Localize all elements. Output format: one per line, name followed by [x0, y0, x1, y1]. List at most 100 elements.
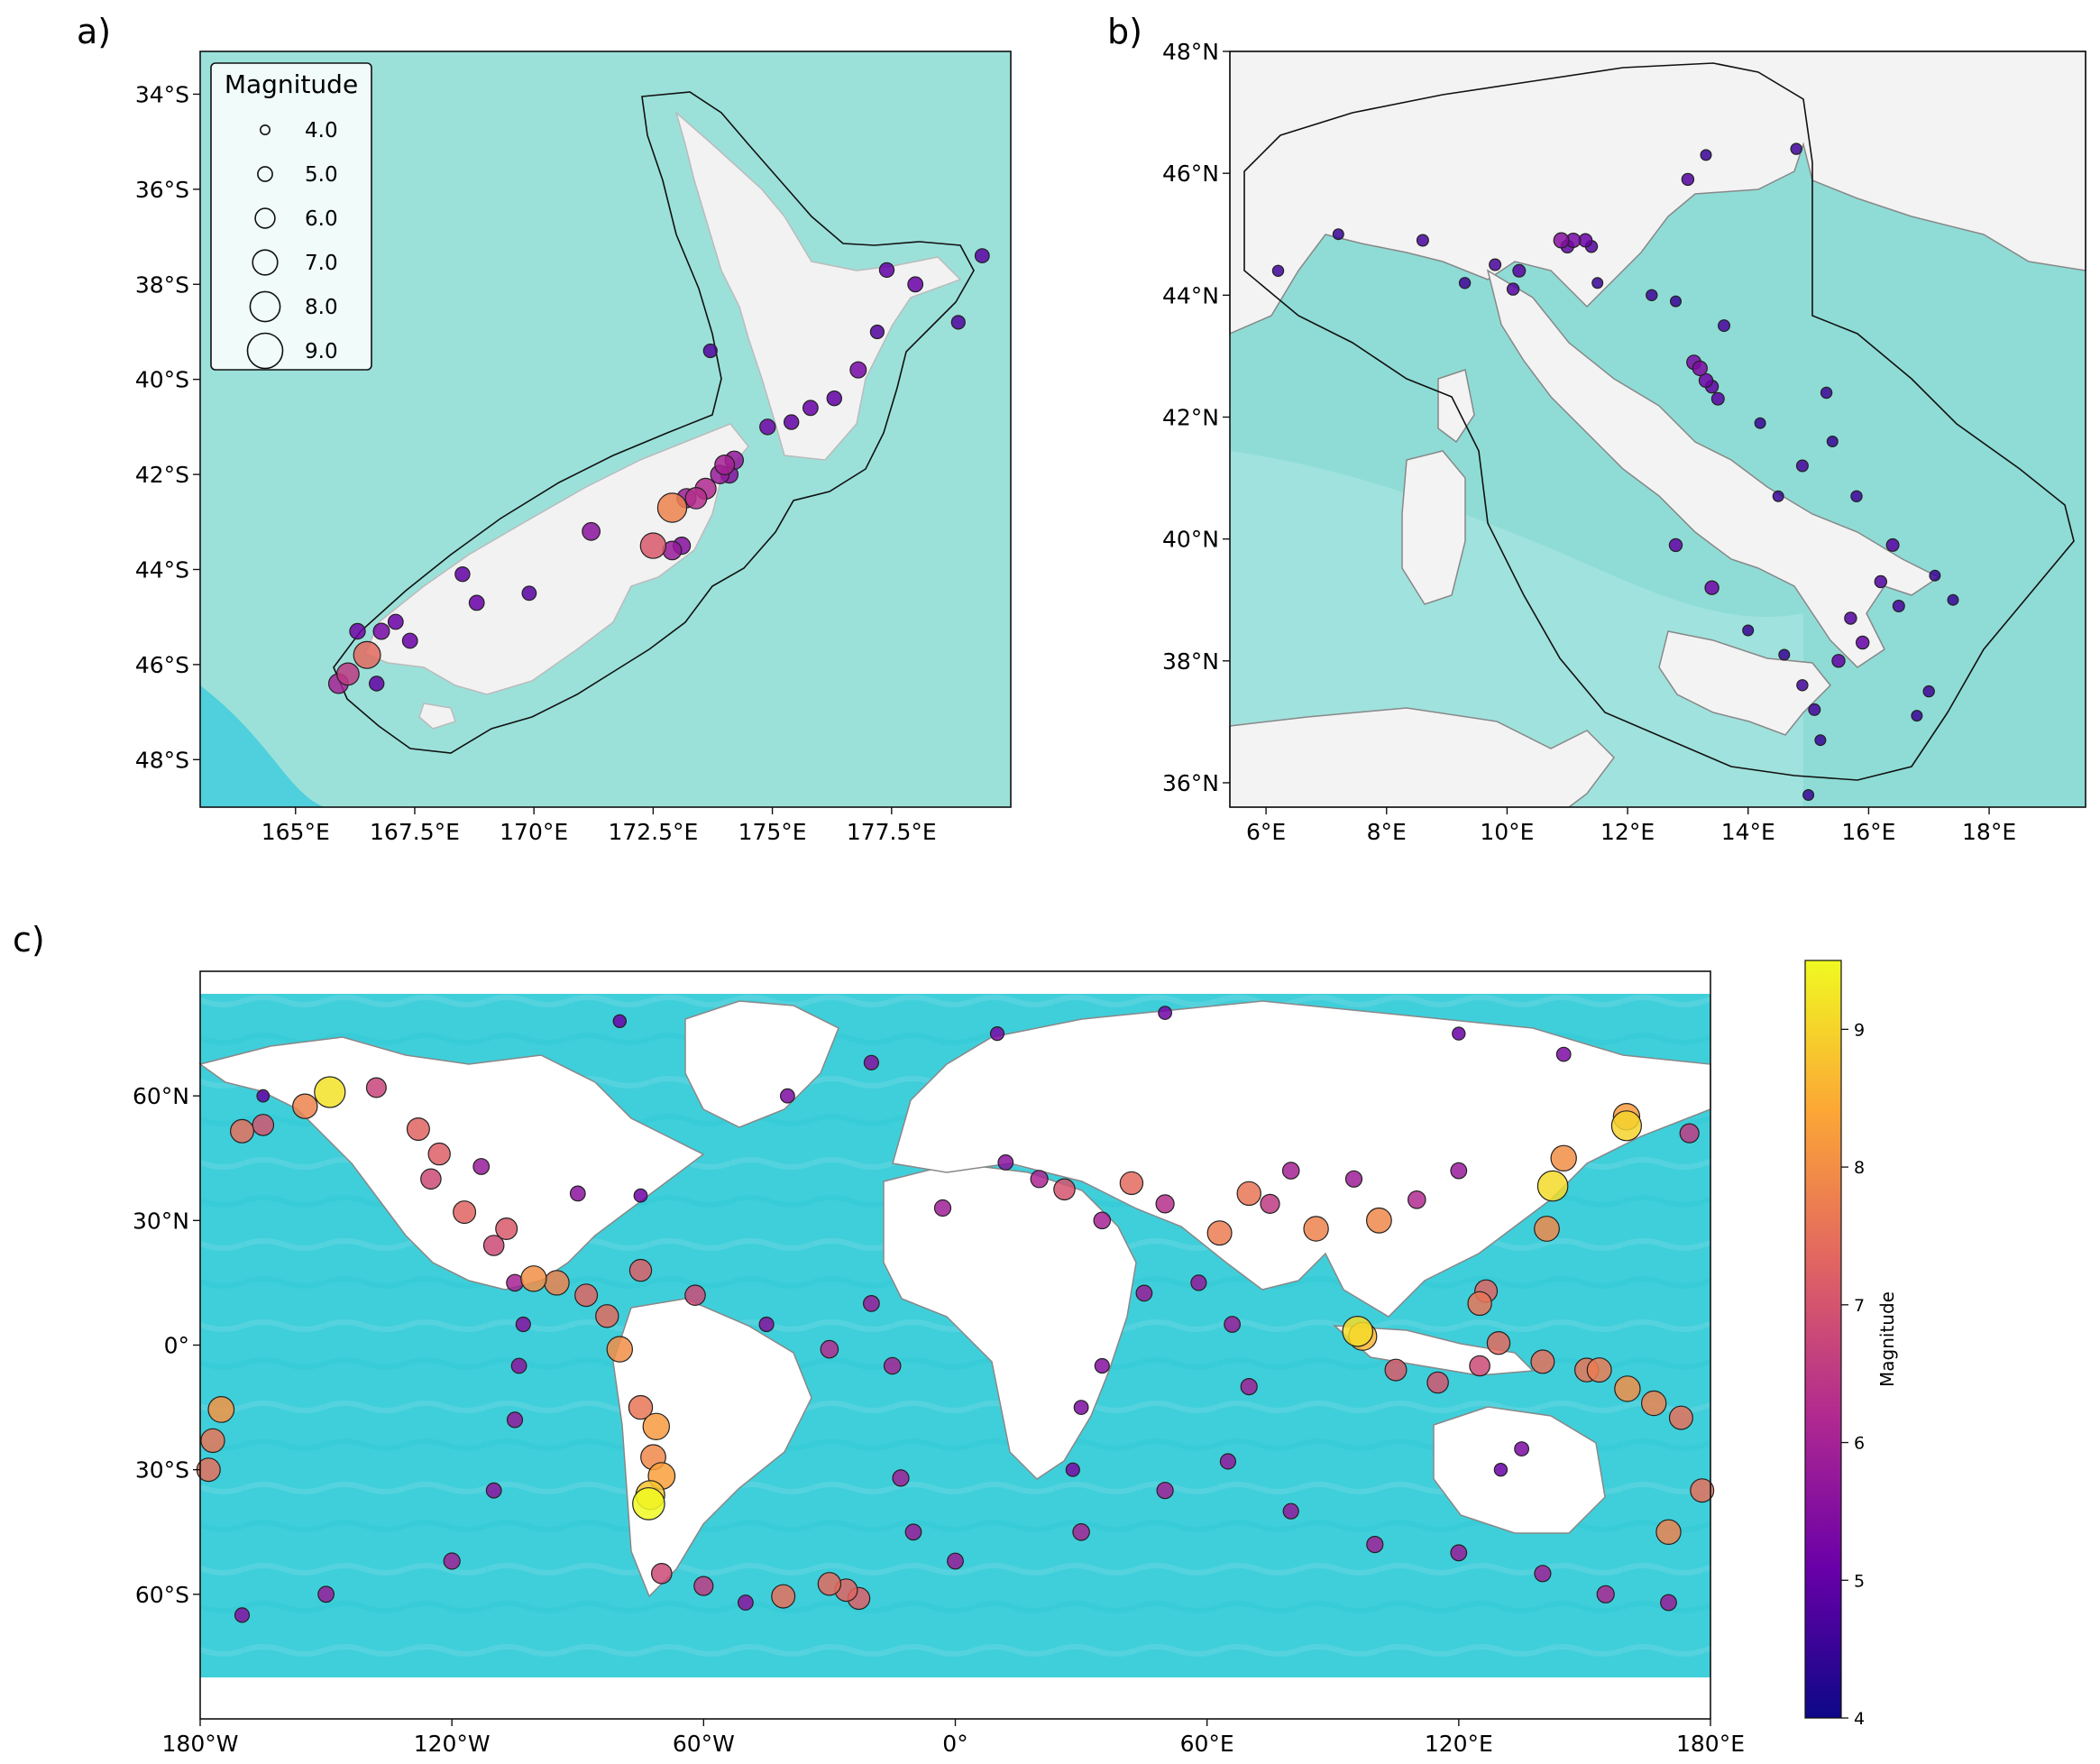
panel-c-event-45	[1550, 1144, 1577, 1172]
colorbar-tick-label-4: 8	[1854, 1158, 1865, 1178]
panel-b-event-4	[1710, 391, 1725, 406]
panel-b-event-11	[1512, 263, 1527, 278]
panel-b-region-boundary	[1243, 62, 2075, 781]
panel-a-event-13	[468, 594, 485, 611]
panel-c-event-35	[1206, 1220, 1233, 1246]
panel-c-event-110	[1065, 1462, 1080, 1477]
panel-c-event-111	[933, 1199, 952, 1217]
panel-c-event-11	[207, 1395, 235, 1423]
panel-c-ytick-label-1: 30°N	[133, 1208, 189, 1234]
panel-b-xtick-label-5: 16°E	[1841, 819, 1895, 845]
panel-c-event-41	[406, 1116, 430, 1141]
panel-b-ytick-label-2: 40°N	[1162, 527, 1219, 553]
panel-c-event-115	[365, 1077, 387, 1098]
panel-b-ytick-label-6: 48°N	[1162, 39, 1219, 65]
panel-a-xtick-label-5: 177.5°E	[847, 819, 937, 845]
panel-a-event-21	[849, 361, 867, 379]
panel-b-x-ticks: 6°E 8°E 10°E 12°E 14°E 16°E 18°E	[1246, 807, 2016, 845]
legend-marker-5	[246, 332, 284, 370]
panel-c: c) 180°W 120°W 60°W 0° 60°E 120°E 180°E 60°N 30…	[13, 920, 1745, 1757]
panel-b-event-37	[1704, 580, 1719, 595]
panel-a-ytick-label-2: 38°S	[135, 271, 189, 298]
antarctica	[200, 1677, 1710, 1719]
panel-b-event-32	[1831, 654, 1846, 668]
panel-c-event-107	[693, 1576, 714, 1596]
panel-c-event-47	[495, 1217, 518, 1240]
panel-c-event-78	[510, 1357, 527, 1374]
panel-c-event-14	[817, 1572, 842, 1596]
panel-c-xtick-label-0: 180°W	[162, 1731, 239, 1757]
panel-c-event-56	[892, 1469, 910, 1487]
panel-a-ytick-label-0: 34°S	[135, 81, 189, 107]
panel-a-y-ticks: 34°S 36°S 38°S 40°S 42°S 44°S 46°S 48°S	[135, 81, 200, 773]
panel-c-event-5	[1610, 1110, 1643, 1142]
panel-c-event-82	[252, 1114, 275, 1136]
panel-c-event-4	[314, 1076, 346, 1108]
panel-c-event-33	[1303, 1216, 1329, 1242]
panel-a-event-14	[454, 566, 471, 583]
panel-b-event-24	[1754, 417, 1766, 429]
panel-a-region-boundary	[333, 91, 975, 754]
panel-c-event-48	[453, 1200, 477, 1225]
panel-c-xtick-label-5: 120°E	[1425, 1731, 1493, 1757]
panel-c-event-28	[1530, 1349, 1555, 1374]
panel-c-event-113	[569, 1185, 586, 1202]
panel-c-event-54	[863, 1294, 880, 1312]
colorbar-tick-label-0: 4	[1854, 1709, 1865, 1729]
south-island	[364, 423, 749, 695]
panel-a-event-8	[639, 532, 667, 559]
panel-c-y-ticks: 60°N 30°N 0° 30°S 60°S	[133, 1083, 200, 1608]
panel-b-event-28	[1885, 537, 1900, 552]
panel-a-event-25	[759, 418, 776, 436]
panel-c-event-58	[947, 1552, 964, 1570]
panel-a-xtick-label-4: 175°E	[738, 819, 807, 845]
legend-label-2: 6.0	[305, 207, 338, 231]
panel-b-event-45	[1929, 569, 1941, 582]
panel-c-event-112	[633, 1188, 648, 1203]
panel-c-event-37	[1053, 1178, 1076, 1201]
panel-a-ytick-label-3: 40°S	[135, 367, 189, 393]
panel-c-event-104	[1493, 1462, 1509, 1477]
colorbar-label: Magnitude	[1876, 1291, 1898, 1387]
panel-c-event-98	[1093, 1211, 1112, 1230]
panel-b-xtick-label-1: 8°E	[1367, 819, 1407, 845]
panel-c-event-57	[904, 1523, 922, 1541]
panel-b-event-12	[1458, 277, 1472, 289]
panel-c-event-66	[1094, 1357, 1110, 1374]
panel-c-event-25	[1655, 1519, 1682, 1546]
panel-a-event-5	[656, 492, 688, 523]
panel-c-event-46	[1534, 1216, 1560, 1242]
panel-b-event-10	[1489, 258, 1502, 271]
panel-c-event-59	[1072, 1523, 1090, 1541]
sicily	[1658, 630, 1832, 736]
panel-c-xtick-label-2: 60°W	[673, 1731, 735, 1757]
panel-b-event-19	[1717, 319, 1730, 333]
panel-a: a) Magnitude 4.0 5.0 6.0 7.0 8.0 9.0 165°E 167…	[77, 12, 1012, 845]
greenland	[684, 1000, 839, 1128]
legend-marker-0	[259, 124, 271, 136]
panel-b-event-36	[1742, 624, 1755, 637]
panel-c-event-105	[1514, 1441, 1529, 1456]
panel-c-event-52	[758, 1316, 775, 1333]
panel-b-event-15	[1271, 264, 1285, 277]
panel-b-event-43	[1814, 734, 1827, 747]
panel-a-event-6	[684, 487, 708, 510]
panel-c-event-26	[1586, 1357, 1612, 1383]
panel-c-event-22	[1640, 1390, 1667, 1417]
panel-b-ytick-label-1: 38°N	[1162, 648, 1219, 675]
legend-marker-4	[249, 290, 281, 323]
colorbar-tick-label-3: 7	[1854, 1296, 1865, 1316]
panel-a-event-22	[826, 390, 843, 407]
legend-label-4: 8.0	[305, 296, 338, 319]
colorbar-tick-label-2: 6	[1854, 1434, 1865, 1454]
panel-a-event-30	[974, 248, 990, 264]
panel-a-event-16	[353, 640, 381, 669]
panel-b-event-0	[1692, 360, 1709, 377]
panel-a-event-26	[869, 324, 885, 340]
panel-c-event-12	[200, 1428, 225, 1454]
panel-b-event-5	[1553, 232, 1570, 249]
panel-b-xtick-label-0: 6°E	[1246, 819, 1286, 845]
panel-c-event-96	[1260, 1193, 1280, 1215]
panel-b-event-23	[1790, 142, 1802, 155]
